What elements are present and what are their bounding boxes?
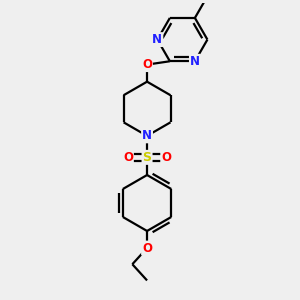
Text: N: N: [152, 33, 162, 46]
Text: S: S: [142, 151, 152, 164]
Text: N: N: [190, 55, 200, 68]
Text: O: O: [161, 151, 171, 164]
Text: O: O: [142, 242, 152, 254]
Text: O: O: [142, 58, 152, 71]
Text: O: O: [123, 151, 133, 164]
Text: N: N: [142, 129, 152, 142]
